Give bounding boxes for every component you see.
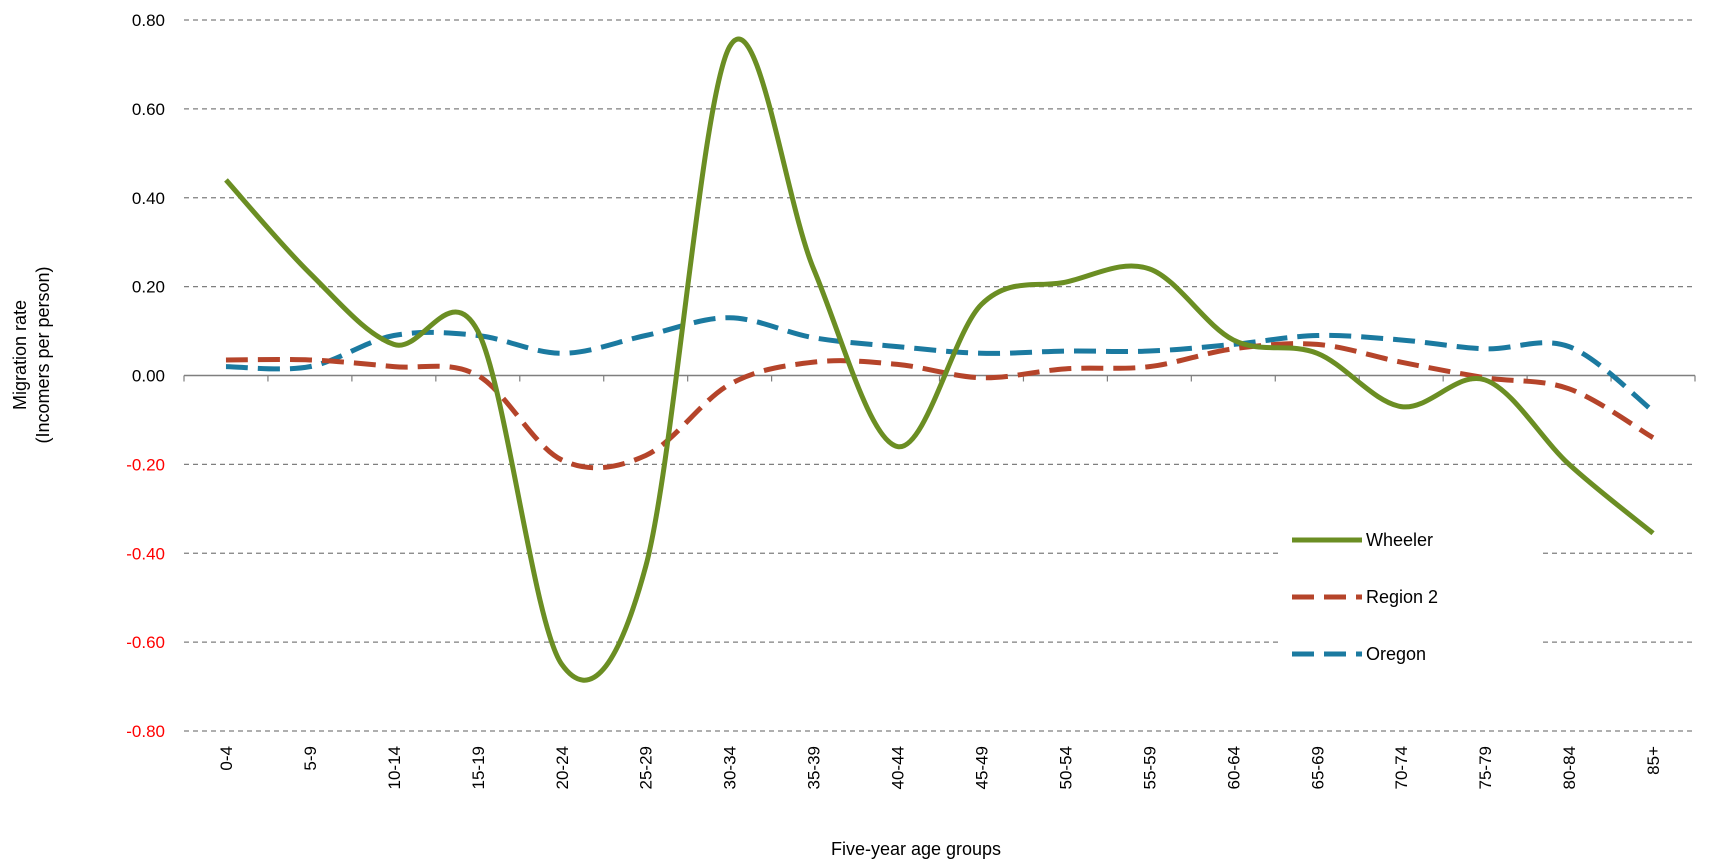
x-tick-label: 75-79: [1476, 746, 1495, 789]
legend-label: Wheeler: [1366, 530, 1433, 550]
y-tick-label: 0.20: [132, 278, 165, 297]
y-axis-title: Migration rate (Incomers per person): [10, 266, 53, 443]
x-tick-label: 70-74: [1392, 746, 1411, 789]
x-tick-label: 30-34: [721, 746, 740, 789]
x-tick-label: 5-9: [301, 746, 320, 771]
x-tick-label: 45-49: [972, 746, 991, 789]
x-axis-title: Five-year age groups: [831, 839, 1001, 859]
x-tick-label: 25-29: [637, 746, 656, 789]
x-tick-label: 65-69: [1308, 746, 1327, 789]
x-tick-label: 55-59: [1140, 746, 1159, 789]
y-tick-label: 0.40: [132, 189, 165, 208]
y-tick-label: -0.80: [126, 722, 165, 741]
x-tick-label: 50-54: [1056, 746, 1075, 789]
y-axis-title-line-1: Migration rate: [10, 300, 30, 410]
y-tick-label: -0.40: [126, 544, 165, 563]
series-line-oregon: [225, 315, 1655, 414]
y-tick-label: -0.20: [126, 455, 165, 474]
legend: Wheeler Region 2 Oregon: [1281, 510, 1539, 670]
x-tick-label: 0-4: [217, 746, 236, 771]
x-tick-label: 35-39: [805, 746, 824, 789]
series-line-wheeler: [224, 36, 1655, 683]
series-lines: [224, 36, 1655, 683]
x-tick-label: 20-24: [553, 746, 572, 789]
y-tick-label: -0.60: [126, 633, 165, 652]
x-tick-labels: 0-4 5-9 10-14 15-19 20-24 25-29 30-34 35-39 40-4…: [217, 746, 1663, 790]
y-axis-title-line-2: (Incomers per person): [33, 266, 53, 443]
x-tick-label: 40-44: [889, 746, 908, 789]
x-tick-label: 10-14: [385, 746, 404, 789]
y-tick-labels: 0.80 0.60 0.40 0.20 0.00 -0.20 -0.40 -0.60 -0.80: [126, 11, 165, 741]
y-tick-label: 0.60: [132, 100, 165, 119]
y-tick-label: 0.80: [132, 11, 165, 30]
legend-background: [1281, 510, 1539, 670]
x-tick-label: 15-19: [469, 746, 488, 789]
x-tick-label: 60-64: [1224, 746, 1243, 789]
legend-label: Oregon: [1366, 644, 1426, 664]
y-tick-label: 0.00: [132, 367, 165, 386]
x-tick-label: 85+: [1644, 746, 1663, 775]
series-line-region-2: [225, 341, 1655, 471]
x-tick-label: 80-84: [1560, 746, 1579, 789]
legend-label: Region 2: [1366, 587, 1438, 607]
